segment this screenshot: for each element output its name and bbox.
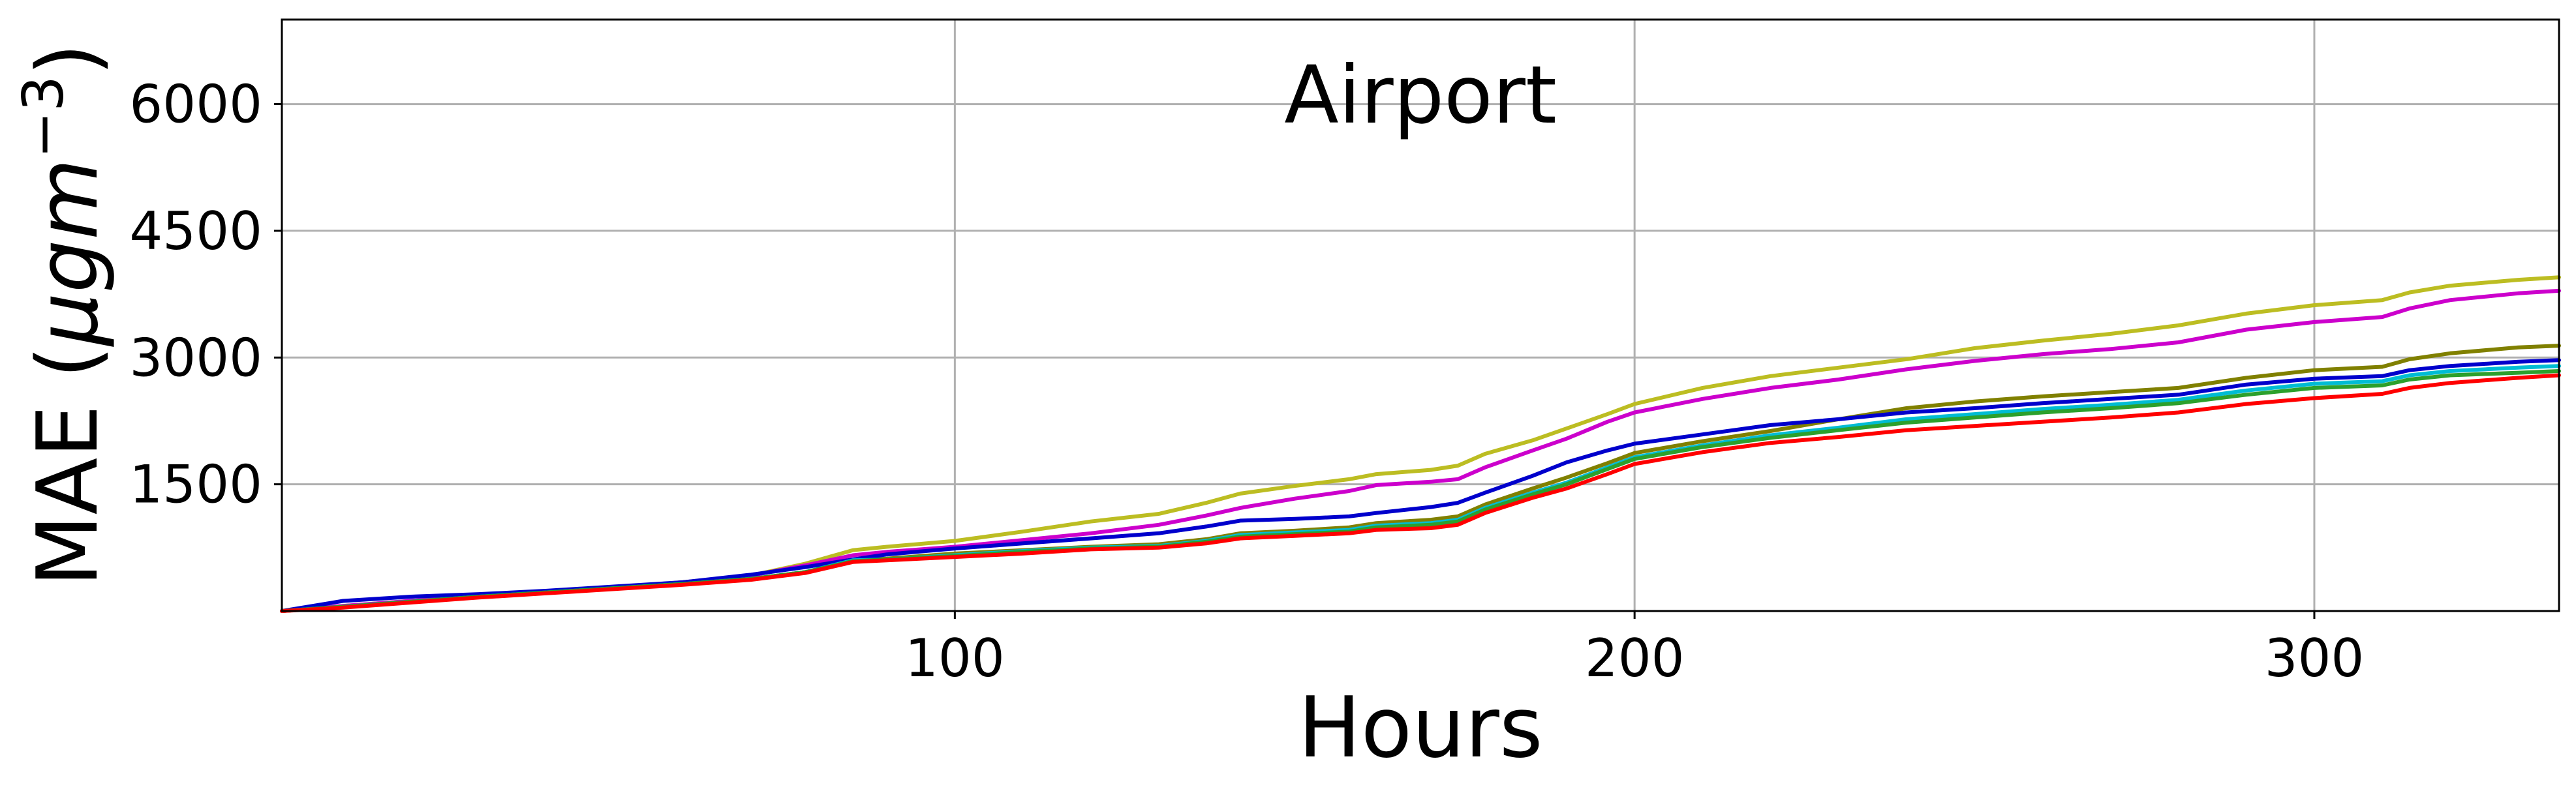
plot-frame	[281, 18, 2560, 612]
tick-labels: 100 200 300 1500 3000 4500 6000	[129, 74, 2364, 689]
ticks	[274, 103, 2316, 619]
x-tick-label: 300	[2265, 628, 2365, 689]
y-tick-label: 4500	[129, 201, 262, 261]
x-tick-label: 100	[905, 628, 1005, 689]
y-axis-label-main: MAE (	[20, 346, 117, 587]
series-layer	[280, 275, 2561, 613]
y-axis-label: MAE (μgm−3)	[11, 43, 117, 587]
y-tick-label: 1500	[129, 455, 262, 515]
y-axis-label-exponent: −3	[11, 76, 76, 158]
chart-title: Airport	[1284, 49, 1557, 142]
plot-background	[282, 20, 2559, 611]
y-tick-label: 6000	[129, 74, 262, 135]
y-axis-label-close: )	[20, 43, 117, 76]
x-axis-label: Hours	[1298, 679, 1543, 777]
x-tick-label: 200	[1585, 628, 1685, 689]
series-line-7	[280, 373, 2561, 613]
series-line-4	[280, 358, 2561, 613]
y-tick-label: 3000	[129, 327, 262, 388]
y-axis-label-unit: μgm	[20, 158, 117, 347]
